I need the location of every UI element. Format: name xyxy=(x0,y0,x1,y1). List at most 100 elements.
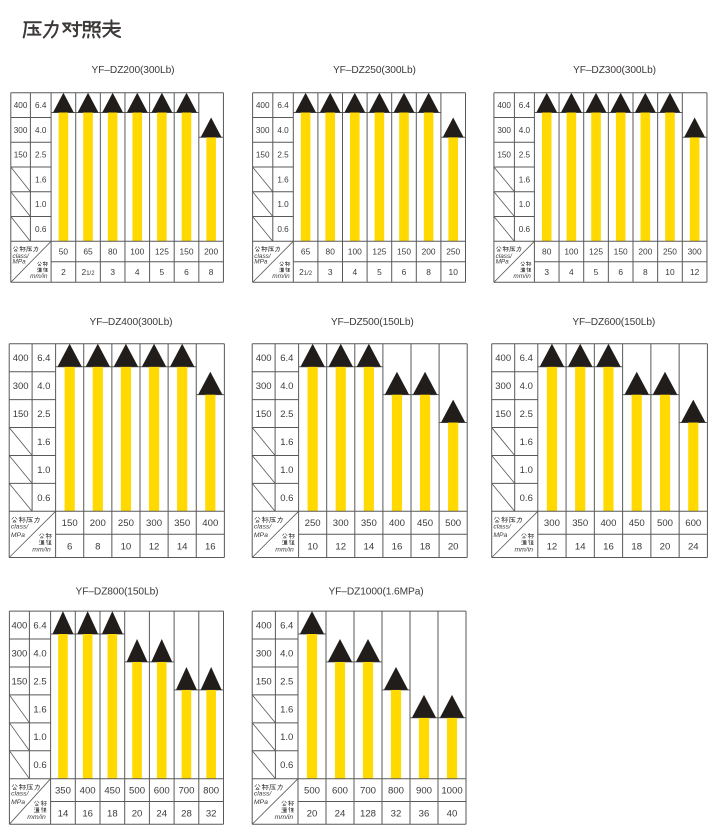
svg-text:600: 600 xyxy=(154,786,170,797)
svg-text:6: 6 xyxy=(184,267,189,277)
svg-text:mm/in: mm/in xyxy=(32,547,51,554)
svg-text:400: 400 xyxy=(13,353,29,364)
svg-text:450: 450 xyxy=(629,518,645,529)
svg-text:100: 100 xyxy=(564,247,578,257)
svg-text:150: 150 xyxy=(11,676,27,687)
svg-text:65: 65 xyxy=(301,247,311,257)
svg-text:300: 300 xyxy=(146,518,162,529)
svg-text:0.6: 0.6 xyxy=(35,225,47,234)
svg-text:6: 6 xyxy=(402,267,407,277)
svg-text:32: 32 xyxy=(391,808,402,819)
svg-text:1.6: 1.6 xyxy=(520,437,533,448)
svg-text:5: 5 xyxy=(160,267,165,277)
svg-text:500: 500 xyxy=(445,518,461,529)
svg-text:mm/in: mm/in xyxy=(30,273,48,280)
svg-text:6.4: 6.4 xyxy=(520,353,533,364)
svg-text:14: 14 xyxy=(364,541,375,552)
svg-text:800: 800 xyxy=(388,786,404,797)
svg-text:300: 300 xyxy=(256,648,272,659)
svg-text:16: 16 xyxy=(392,541,403,552)
svg-text:6.4: 6.4 xyxy=(35,101,47,110)
svg-text:4.0: 4.0 xyxy=(35,126,47,135)
svg-text:6.4: 6.4 xyxy=(280,620,293,631)
svg-text:24: 24 xyxy=(335,808,346,819)
svg-text:12: 12 xyxy=(149,541,160,552)
svg-text:150: 150 xyxy=(62,518,78,529)
svg-text:300: 300 xyxy=(495,381,511,392)
svg-text:600: 600 xyxy=(332,786,348,797)
svg-text:4.0: 4.0 xyxy=(33,648,46,659)
svg-text:12: 12 xyxy=(335,541,346,552)
svg-text:250: 250 xyxy=(118,518,134,529)
svg-text:mm/in: mm/in xyxy=(275,814,294,821)
svg-text:150: 150 xyxy=(180,247,194,257)
svg-text:10: 10 xyxy=(121,541,132,552)
svg-text:6.4: 6.4 xyxy=(33,620,46,631)
svg-text:YF–DZ400(300Lb): YF–DZ400(300Lb) xyxy=(90,317,173,328)
svg-text:12: 12 xyxy=(547,541,558,552)
svg-text:MPa: MPa xyxy=(11,532,25,539)
svg-text:2.5: 2.5 xyxy=(33,676,46,687)
svg-text:18: 18 xyxy=(420,541,431,552)
svg-text:150: 150 xyxy=(256,676,272,687)
svg-text:300: 300 xyxy=(14,126,28,135)
svg-text:24: 24 xyxy=(156,808,167,819)
svg-text:4.0: 4.0 xyxy=(520,381,533,392)
svg-text:class/: class/ xyxy=(254,253,272,260)
svg-text:class/: class/ xyxy=(254,791,272,798)
svg-text:1.0: 1.0 xyxy=(277,200,289,209)
svg-text:350: 350 xyxy=(174,518,190,529)
svg-text:125: 125 xyxy=(372,247,386,257)
svg-text:class/: class/ xyxy=(254,523,272,530)
svg-text:32: 32 xyxy=(206,808,217,819)
svg-text:500: 500 xyxy=(304,786,320,797)
svg-text:1.0: 1.0 xyxy=(35,200,47,209)
svg-text:150: 150 xyxy=(14,151,28,160)
svg-text:1.0: 1.0 xyxy=(520,465,533,476)
svg-text:8: 8 xyxy=(95,541,100,552)
svg-text:1.6: 1.6 xyxy=(33,704,46,715)
svg-text:2.5: 2.5 xyxy=(35,151,47,160)
svg-text:5: 5 xyxy=(594,267,599,277)
svg-text:350: 350 xyxy=(572,518,588,529)
svg-text:80: 80 xyxy=(326,247,336,257)
svg-text:300: 300 xyxy=(13,381,29,392)
svg-text:300: 300 xyxy=(497,126,511,135)
svg-text:400: 400 xyxy=(256,101,270,110)
svg-text:40: 40 xyxy=(447,808,458,819)
svg-text:16: 16 xyxy=(205,541,216,552)
svg-text:1.6: 1.6 xyxy=(280,437,293,448)
svg-text:150: 150 xyxy=(497,151,511,160)
svg-text:300: 300 xyxy=(333,518,349,529)
svg-text:125: 125 xyxy=(589,247,603,257)
svg-text:6.4: 6.4 xyxy=(519,101,531,110)
svg-text:10: 10 xyxy=(449,267,459,277)
svg-text:150: 150 xyxy=(13,409,29,420)
svg-text:3: 3 xyxy=(328,267,333,277)
svg-text:class/: class/ xyxy=(13,253,31,260)
svg-text:1.6: 1.6 xyxy=(37,437,50,448)
svg-text:600: 600 xyxy=(685,518,701,529)
svg-text:700: 700 xyxy=(178,786,194,797)
svg-text:6.4: 6.4 xyxy=(277,101,289,110)
svg-text:20: 20 xyxy=(448,541,459,552)
svg-text:8: 8 xyxy=(426,267,431,277)
svg-text:300: 300 xyxy=(256,381,272,392)
svg-text:4.0: 4.0 xyxy=(277,126,289,135)
svg-text:800: 800 xyxy=(203,786,219,797)
svg-text:20: 20 xyxy=(660,541,671,552)
svg-text:1.0: 1.0 xyxy=(280,465,293,476)
svg-text:0.6: 0.6 xyxy=(277,225,289,234)
svg-text:mm/in: mm/in xyxy=(514,547,533,554)
svg-text:6.4: 6.4 xyxy=(280,353,293,364)
svg-text:class/: class/ xyxy=(11,791,29,798)
svg-text:MPa: MPa xyxy=(13,259,27,266)
svg-text:14: 14 xyxy=(58,808,69,819)
svg-text:0.6: 0.6 xyxy=(33,760,46,771)
svg-text:MPa: MPa xyxy=(254,532,268,539)
svg-text:14: 14 xyxy=(177,541,188,552)
svg-text:4.0: 4.0 xyxy=(37,381,50,392)
svg-text:100: 100 xyxy=(348,247,362,257)
svg-text:1.0: 1.0 xyxy=(519,200,531,209)
svg-text:5: 5 xyxy=(377,267,382,277)
